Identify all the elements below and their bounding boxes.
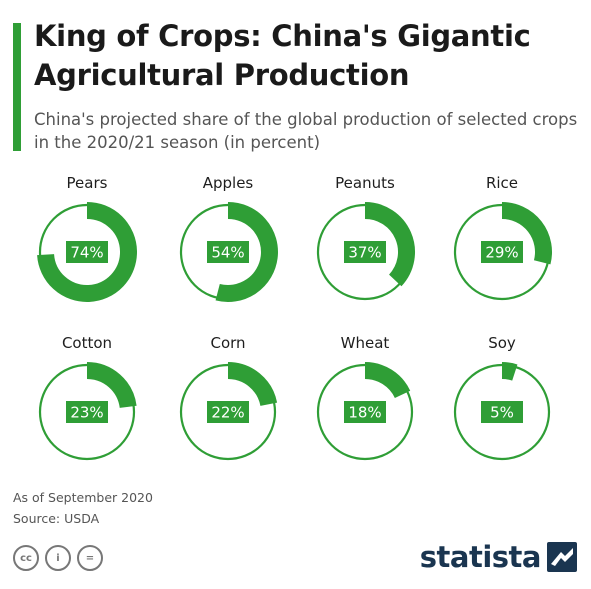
value-label: 54% (211, 244, 244, 262)
value-label: 74% (70, 244, 103, 262)
brand-name: statista (419, 540, 542, 574)
chart-subtitle: China's projected share of the global pr… (34, 110, 578, 152)
value-label-box (207, 241, 249, 263)
donut-track (453, 363, 551, 461)
cc-icon[interactable]: cc (13, 545, 39, 571)
value-label: 29% (485, 244, 518, 262)
donut-peanuts: Peanuts 37% (316, 174, 415, 301)
donut-slice (364, 202, 415, 287)
value-label-box (66, 241, 108, 263)
category-label: Corn (210, 334, 245, 352)
category-label: Peanuts (335, 174, 395, 192)
category-label: Wheat (341, 334, 390, 352)
donut-slice (501, 362, 518, 381)
donut-slice (37, 202, 137, 302)
value-label-box (481, 241, 523, 263)
value-label-box (344, 401, 386, 423)
donut-soy: Soy 5% (453, 334, 551, 461)
donut-rice: Rice 29% (453, 174, 552, 301)
value-label-box (481, 401, 523, 423)
category-label: Soy (488, 334, 516, 352)
source-note: Source: USDA (13, 511, 100, 526)
category-label: Rice (486, 174, 518, 192)
value-label-box (207, 401, 249, 423)
accent-bar (13, 23, 21, 151)
category-label: Pears (67, 174, 108, 192)
donut-pears: Pears 74% (37, 174, 137, 302)
donut-slice (86, 362, 137, 409)
donut-cotton: Cotton 23% (38, 334, 137, 461)
license-icons: cc i = (13, 545, 103, 571)
brand[interactable]: statista (420, 540, 577, 574)
value-label: 5% (490, 404, 514, 422)
donut-slice (215, 202, 278, 302)
value-label: 22% (211, 404, 244, 422)
value-label: 37% (348, 244, 381, 262)
category-label: Cotton (62, 334, 112, 352)
by-icon[interactable]: i (45, 545, 71, 571)
chart-title: King of Crops: China's Gigantic Agricult… (34, 19, 531, 92)
donut-slice (364, 362, 411, 399)
donut-apples: Apples 54% (179, 174, 278, 302)
donut-track (38, 363, 136, 461)
as-of-note: As of September 2020 (13, 490, 153, 505)
donut-track (316, 363, 414, 461)
donut-slice (227, 362, 278, 407)
value-label-box (344, 241, 386, 263)
value-label-box (66, 401, 108, 423)
donut-track (179, 363, 277, 461)
nd-icon[interactable]: = (77, 545, 103, 571)
donut-corn: Corn 22% (179, 334, 278, 461)
value-label: 23% (70, 404, 103, 422)
donut-slice (501, 202, 552, 265)
statista-logo-icon (547, 542, 577, 572)
value-label: 18% (348, 404, 381, 422)
category-label: Apples (203, 174, 254, 192)
donut-wheat: Wheat 18% (316, 334, 414, 461)
